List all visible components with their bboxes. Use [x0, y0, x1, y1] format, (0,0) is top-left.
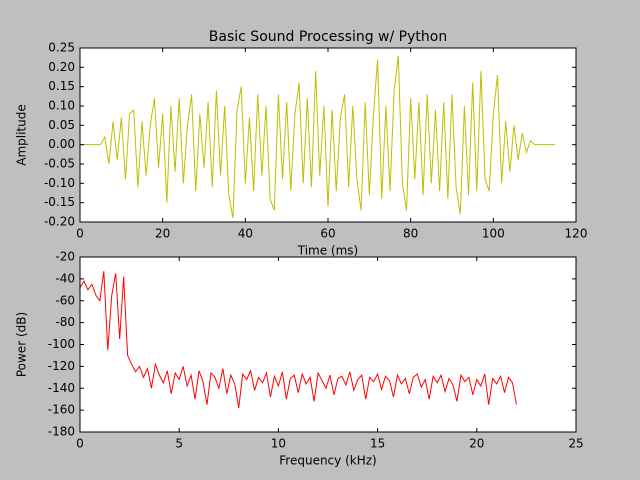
x-tick-label: 80	[403, 227, 418, 241]
y-tick-label: 0.10	[48, 99, 75, 113]
x-tick-label: 100	[482, 227, 505, 241]
x-tick-label: 40	[238, 227, 253, 241]
x-tick-label: 60	[320, 227, 335, 241]
y-tick-label: -120	[48, 359, 75, 373]
x-tick-label: 0	[76, 227, 84, 241]
y-tick-label: 0.25	[48, 41, 75, 55]
y-axis-label: Power (dB)	[15, 312, 29, 377]
y-tick-label: -180	[48, 425, 75, 439]
y-tick-label: -140	[48, 381, 75, 395]
data-line	[80, 55, 556, 219]
y-tick-label: 0.05	[48, 118, 75, 132]
data-line	[79, 271, 517, 409]
x-tick-label: 120	[565, 227, 588, 241]
x-tick-label: 5	[175, 437, 183, 451]
y-tick-label: -40	[55, 271, 75, 285]
y-tick-label: -160	[48, 403, 75, 417]
plot-area	[80, 48, 576, 222]
y-tick-label: -100	[48, 337, 75, 351]
x-tick-label: 20	[469, 437, 484, 451]
x-tick-label: 10	[271, 437, 286, 451]
y-tick-label: 0.00	[48, 137, 75, 151]
y-tick-label: 0.15	[48, 79, 75, 93]
y-axis-label: Amplitude	[15, 104, 29, 166]
y-tick-label: -0.05	[44, 157, 75, 171]
x-tick-label: 15	[370, 437, 385, 451]
chart-title: Basic Sound Processing w/ Python	[209, 29, 447, 45]
y-tick-label: -20	[55, 250, 75, 264]
y-tick-label: -0.10	[44, 176, 75, 190]
y-tick-label: 0.20	[48, 60, 75, 74]
x-axis-label: Frequency (kHz)	[279, 454, 376, 468]
plot-area	[80, 257, 576, 432]
x-axis-label: Time (ms)	[297, 244, 359, 258]
x-tick-label: 20	[155, 227, 170, 241]
y-tick-label: -0.15	[44, 195, 75, 209]
y-tick-label: -80	[55, 315, 75, 329]
y-tick-label: -0.20	[44, 215, 75, 229]
x-tick-label: 0	[76, 437, 84, 451]
y-tick-label: -60	[55, 293, 75, 307]
x-tick-label: 25	[568, 437, 583, 451]
